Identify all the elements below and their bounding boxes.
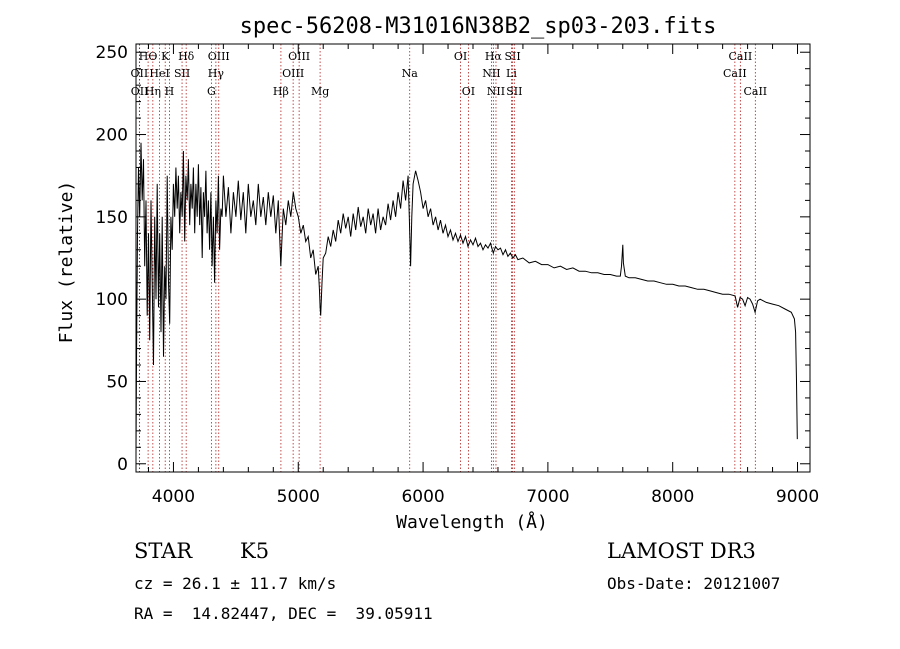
y-axis-label: Flux (relative) <box>56 181 77 344</box>
line-marker-label: G <box>207 85 216 98</box>
line-marker-label: K <box>161 50 170 63</box>
object-class: STAR <box>134 539 193 563</box>
line-marker-label: Mg <box>311 85 329 98</box>
line-marker-label: CaII <box>743 85 767 98</box>
x-tick-label: 5000 <box>277 487 320 507</box>
y-tick-label: 100 <box>96 290 128 310</box>
line-marker-label: HeI <box>149 67 169 80</box>
line-marker-label: HƟ <box>139 50 158 63</box>
line-marker-label: Hη <box>145 85 161 98</box>
line-marker-label: OI <box>462 85 475 98</box>
chart-title: spec-56208-M31016N38B2_sp03-203.fits <box>240 14 717 39</box>
line-marker-label: OI <box>454 50 467 63</box>
line-marker-label: CaII <box>723 67 747 80</box>
y-tick-label: 250 <box>96 43 128 63</box>
y-tick-label: 200 <box>96 126 128 146</box>
x-tick-label: 7000 <box>526 487 569 507</box>
line-marker-label: OII <box>131 85 149 98</box>
y-tick-label: 150 <box>96 208 128 228</box>
line-marker-label: Hβ <box>273 85 289 98</box>
line-marker-label: SII <box>174 67 190 80</box>
x-tick-label: 6000 <box>401 487 444 507</box>
obs-date: Obs-Date: 20121007 <box>607 574 781 593</box>
line-marker-label: NII <box>482 67 500 80</box>
line-marker-label: NII <box>487 85 505 98</box>
x-tick-label: 8000 <box>651 487 694 507</box>
ra-dec: RA = 14.82447, DEC = 39.05911 <box>134 604 433 623</box>
line-marker-label: Li <box>506 67 517 80</box>
line-marker-label: Hα <box>485 50 503 63</box>
axis-ticks: 4000 5000 6000 7000 8000 9000 0 50 100 150 200 250 <box>96 43 820 507</box>
x-axis-label: Wavelength (Å) <box>396 511 548 533</box>
survey-name: LAMOST DR3 <box>607 539 756 563</box>
line-marker-label: Hγ <box>208 67 225 80</box>
y-tick-label: 50 <box>106 372 128 392</box>
line-marker-label: OIII <box>208 50 230 63</box>
line-marker-label: SII <box>504 50 520 63</box>
line-marker-label: Hδ <box>178 50 195 63</box>
object-subclass: K5 <box>240 539 270 563</box>
x-tick-label: 4000 <box>152 487 195 507</box>
line-marker-label: Na <box>402 67 419 80</box>
plot-frame <box>135 43 811 473</box>
spectrum-series <box>135 142 798 456</box>
line-marker-label: SII <box>506 85 522 98</box>
line-marker-label: OIII <box>282 67 304 80</box>
y-tick-label: 0 <box>117 455 128 475</box>
line-marker-label: H <box>165 85 175 98</box>
line-marker-label: CaII <box>729 50 753 63</box>
x-tick-label: 9000 <box>776 487 819 507</box>
line-marker-label: OIII <box>288 50 310 63</box>
redshift-cz: cz = 26.1 ± 11.7 km/s <box>134 574 337 593</box>
